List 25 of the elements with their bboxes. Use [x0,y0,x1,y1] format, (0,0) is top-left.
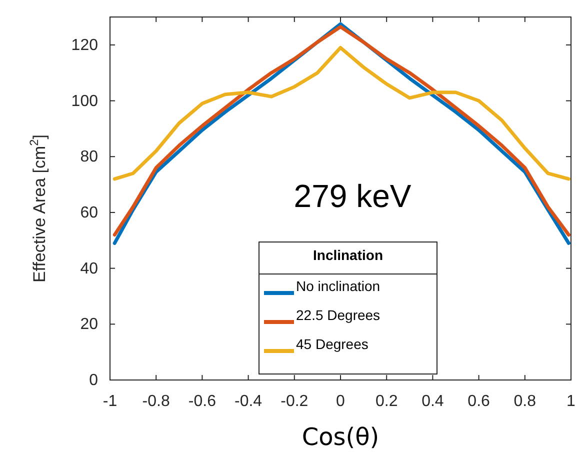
x-tick-label: -0.8 [142,393,170,410]
x-tick-label: -0.2 [280,393,308,410]
x-tick-label: -0.4 [234,393,262,410]
y-tick-label: 80 [80,148,98,166]
x-tick-label: 0.8 [514,393,536,410]
legend-title: Inclination [313,247,383,263]
x-tick-label: 0.6 [468,393,490,410]
legend-label: 45 Degrees [296,336,368,352]
y-tick-label: 0 [89,372,98,389]
y-tick-label: 20 [80,316,98,334]
x-tick-label: -0.6 [188,393,216,410]
y-tick-label: 120 [71,36,98,54]
x-tick-label: 0.2 [375,393,398,410]
annotation: 279 keV [294,178,412,214]
x-tick-label: -1 [102,393,118,410]
line-series [112,46,570,181]
y-tick-label: 60 [80,204,98,222]
x-tick-label: 0.4 [422,393,444,410]
x-tick-label: 1 [566,393,576,410]
legend-label: No inclination [296,278,380,294]
y-tick-label: 100 [71,92,98,110]
y-tick-label: 40 [80,260,98,278]
legend-label: 22.5 Degrees [296,307,380,323]
x-tick-label: 0 [336,393,346,410]
x-axis-title: Cos(θ) [302,423,380,451]
